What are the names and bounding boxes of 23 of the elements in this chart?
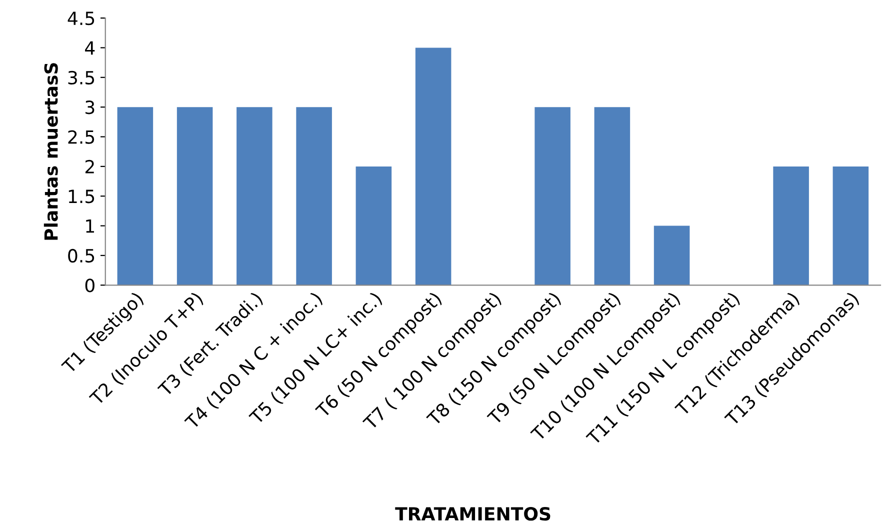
bar [773,166,809,286]
bar [117,107,154,286]
bar [832,166,869,286]
bar [415,48,452,286]
y-tick-label: 1.5 [68,190,94,204]
bar [594,107,630,286]
bar [296,107,332,286]
x-axis-title: TRATAMIENTOS [395,506,550,521]
y-tick-label: 0 [85,278,94,292]
y-axis-title: Plantas muertasS [44,63,58,240]
y-tick-label: 0.5 [68,248,94,263]
y-tick-label: 3.5 [68,70,94,85]
y-tick-label: 2 [85,160,94,174]
y-tick-label: 4.5 [68,12,94,26]
y-tick-label: 2.5 [68,130,94,144]
y-tick-label: 4 [85,41,95,55]
bar [236,107,272,286]
bar [654,226,690,286]
bar [534,107,570,286]
bar [356,166,392,286]
y-tick-label: 3 [86,100,94,114]
y-tick-label: 1 [86,219,94,233]
bar [176,107,213,286]
